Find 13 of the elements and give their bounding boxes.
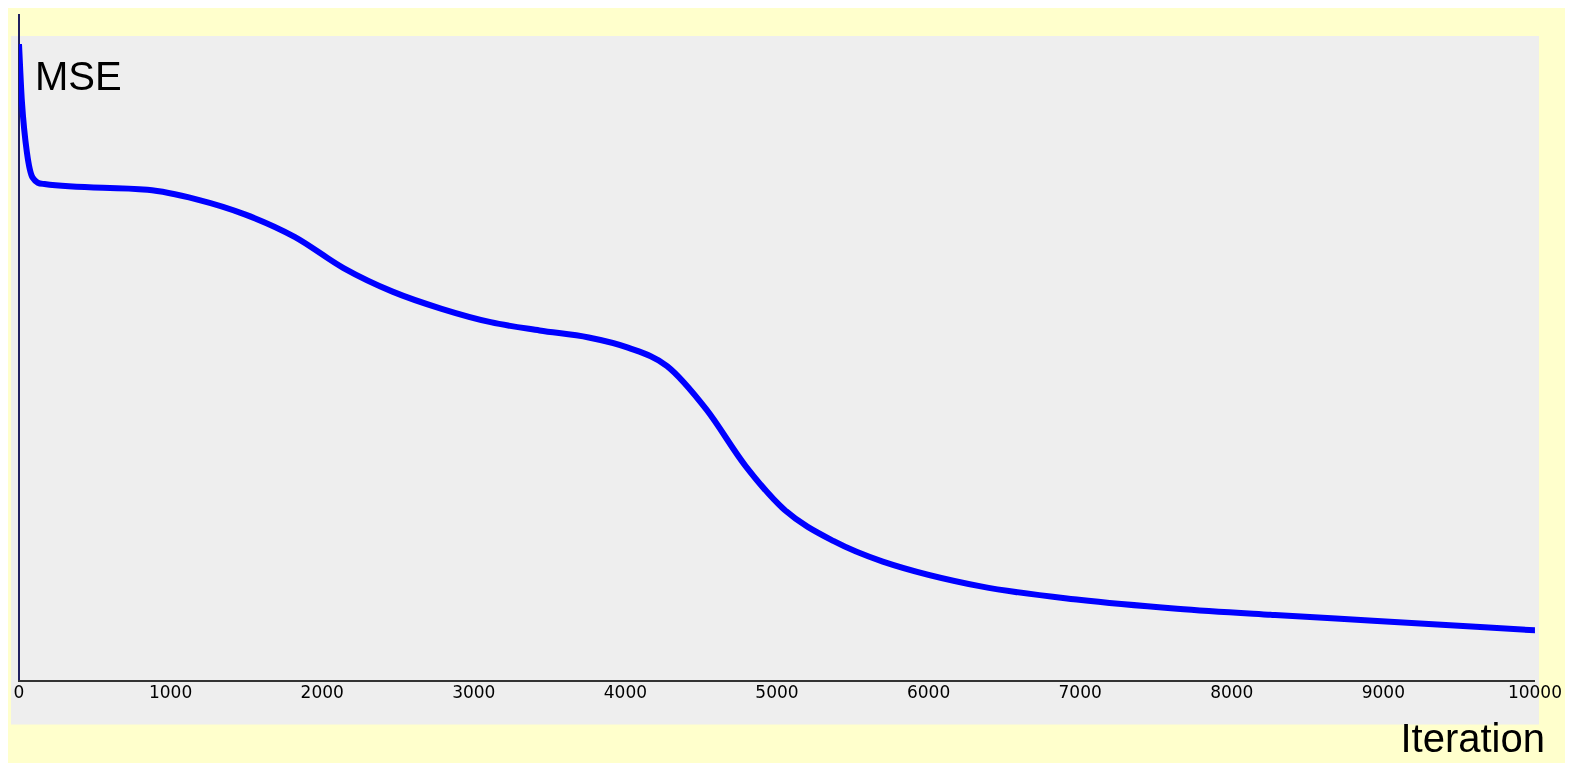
x-tick-label: 0 bbox=[13, 682, 25, 703]
x-axis-title: Iteration bbox=[1400, 716, 1545, 761]
x-tick-label: 1000 bbox=[148, 682, 193, 703]
x-tick-label: 10000 bbox=[1507, 682, 1563, 703]
x-tick-label: 3000 bbox=[452, 682, 496, 703]
x-tick-label: 5000 bbox=[755, 682, 799, 703]
x-tick-label: 6000 bbox=[906, 682, 951, 703]
x-tick-label: 8000 bbox=[1210, 682, 1254, 703]
x-tick-label: 7000 bbox=[1058, 682, 1102, 703]
x-tick-label: 2000 bbox=[300, 682, 344, 703]
y-axis-title: MSE bbox=[35, 54, 122, 99]
x-tick-label: 4000 bbox=[603, 682, 648, 703]
x-tick-label: 9000 bbox=[1361, 682, 1405, 703]
